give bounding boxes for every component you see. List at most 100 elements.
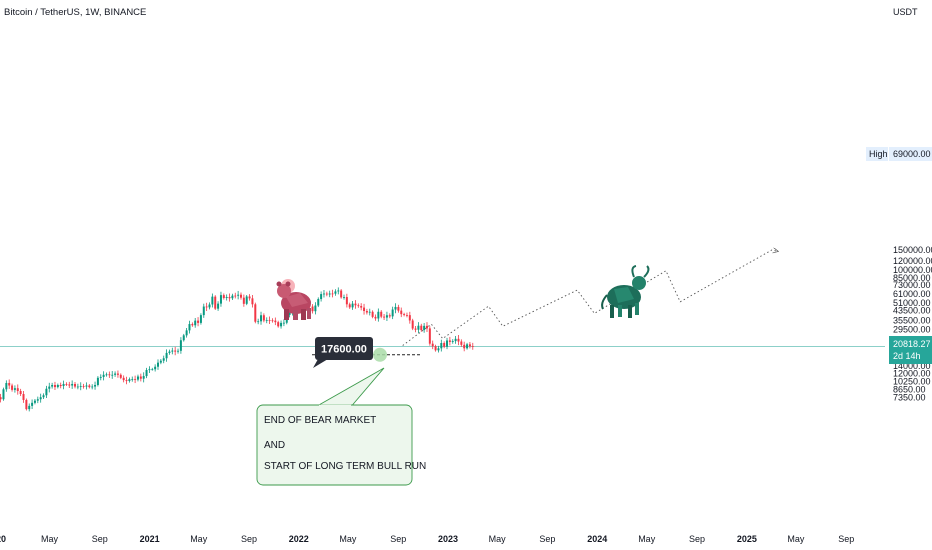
candle-body xyxy=(457,338,460,342)
candle-body xyxy=(448,340,451,342)
candle-body xyxy=(139,376,142,379)
candle-body xyxy=(334,291,337,294)
candle-body xyxy=(471,346,474,347)
last-price-tag xyxy=(889,336,932,364)
y-tick-label: 29500.00 xyxy=(893,325,931,335)
candle-body xyxy=(31,402,34,406)
candle-body xyxy=(162,358,165,361)
candle-body xyxy=(36,399,39,401)
candle-body xyxy=(28,405,31,410)
candle-body xyxy=(454,338,457,342)
x-tick-label: Sep xyxy=(838,534,854,544)
x-tick-label: 2020 xyxy=(0,534,6,544)
candle-body xyxy=(265,320,268,322)
y-tick-label: 35500.00 xyxy=(893,316,931,326)
candle-body xyxy=(257,321,260,323)
x-tick-label: Sep xyxy=(92,534,108,544)
x-tick-label: 2025 xyxy=(737,534,757,544)
y-tick-label: 51000.00 xyxy=(893,298,931,308)
candle-body xyxy=(51,384,54,387)
x-tick-label: Sep xyxy=(241,534,257,544)
candle-body xyxy=(388,315,391,317)
candle-body xyxy=(16,388,19,392)
candle-body xyxy=(165,352,168,359)
candle-body xyxy=(428,328,431,344)
candle-body xyxy=(463,344,466,349)
candle-body xyxy=(199,315,202,323)
y-tick-label: 100000.00 xyxy=(893,265,932,275)
x-tick-label: Sep xyxy=(390,534,406,544)
candle-body xyxy=(234,295,237,297)
candle-body xyxy=(145,370,148,377)
y-tick-label: 150000.00 xyxy=(893,245,932,255)
candle-body xyxy=(88,385,91,388)
candle-body xyxy=(280,322,283,327)
support-callout-label: 17600.00 xyxy=(321,344,367,356)
candle-body xyxy=(365,310,368,313)
candle-body xyxy=(25,399,28,410)
candle-body xyxy=(157,362,159,367)
candle-body xyxy=(76,386,79,388)
candle-body xyxy=(79,386,82,387)
candle-body xyxy=(374,316,377,319)
x-tick-label: May xyxy=(190,534,208,544)
high-tag-value: 69000.00 xyxy=(893,149,931,159)
candle-body xyxy=(222,295,225,298)
candle-body xyxy=(337,290,340,292)
y-tick-label: 85000.00 xyxy=(893,273,931,283)
candle-body xyxy=(322,293,325,295)
candle-body xyxy=(59,384,62,387)
last-price-countdown: 2d 14h xyxy=(893,351,921,361)
time-scale[interactable]: 2020 May Sep 2021 May Sep 2022 May Sep 2023 May Sep… xyxy=(0,534,854,544)
candle-body xyxy=(111,374,114,376)
candle-body xyxy=(251,298,254,305)
candle-body xyxy=(408,315,411,321)
candle-body xyxy=(425,325,428,329)
candle-body xyxy=(94,384,97,387)
annotation-line-3: START OF LONG TERM BULL RUN xyxy=(264,461,426,472)
annotation-note[interactable]: END OF BEAR MARKET AND START OF LONG TER… xyxy=(256,367,426,486)
candle-body xyxy=(357,305,360,307)
candle-body xyxy=(91,386,94,388)
candle-body xyxy=(188,324,191,331)
candle-body xyxy=(417,325,420,330)
support-callout-box xyxy=(315,337,373,360)
annotation-line-2: AND xyxy=(264,440,285,451)
candle-body xyxy=(105,374,108,376)
support-callout[interactable]: 17600.00 xyxy=(313,337,373,368)
candle-body xyxy=(237,294,240,296)
candle-body xyxy=(446,340,449,347)
candle-body xyxy=(460,341,463,345)
candle-body xyxy=(331,293,334,295)
price-scale[interactable]: USDT 150000.00120000.00100000.0085000.00… xyxy=(866,7,932,403)
candle-body xyxy=(182,335,185,341)
candle-body xyxy=(262,315,265,321)
candle-body xyxy=(360,306,363,308)
candle-body xyxy=(197,320,200,323)
candle-body xyxy=(33,400,36,403)
candle-body xyxy=(62,383,65,387)
candle-body xyxy=(56,384,59,388)
high-tag-value-box xyxy=(889,147,932,161)
candle-body xyxy=(217,303,220,309)
candle-body xyxy=(148,369,151,371)
candle-body xyxy=(368,311,371,313)
x-tick-label: May xyxy=(787,534,805,544)
candle-body xyxy=(354,303,357,306)
candle-body xyxy=(440,343,443,349)
candle-body xyxy=(154,366,157,370)
projection-path xyxy=(402,250,778,346)
candle-body xyxy=(177,350,180,352)
bear-icon xyxy=(276,281,311,320)
x-tick-label: Sep xyxy=(689,534,705,544)
candle-body xyxy=(0,397,2,400)
candle-body xyxy=(317,299,320,306)
candle-body xyxy=(142,376,145,379)
candle-body xyxy=(191,324,194,326)
candle-body xyxy=(231,295,234,299)
plot-area[interactable] xyxy=(0,250,885,412)
candle-body xyxy=(282,322,285,324)
candle-body xyxy=(397,306,400,311)
candle-body xyxy=(385,315,388,318)
